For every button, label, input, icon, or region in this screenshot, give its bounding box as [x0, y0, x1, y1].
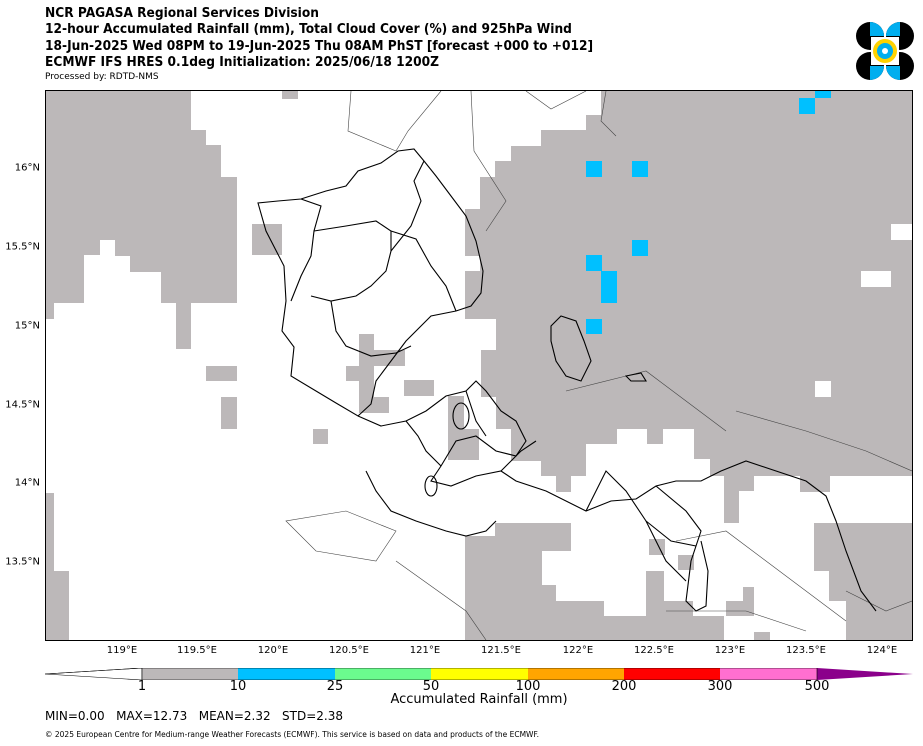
- colorbar: [45, 668, 913, 680]
- x-tick-label: 122°E: [562, 645, 594, 656]
- rain-cells-layer: [586, 91, 831, 334]
- copyright-notice: © 2025 European Centre for Medium-range …: [45, 730, 539, 739]
- x-tick-label: 120.5°E: [329, 645, 369, 656]
- title-line-4: ECMWF IFS HRES 0.1deg Initialization: 20…: [45, 55, 440, 70]
- y-tick-label: 13.5°N: [5, 556, 40, 568]
- x-tick-label: 123°E: [714, 645, 746, 656]
- x-tick-label: 121.5°E: [481, 645, 521, 656]
- x-tick-label: 121°E: [409, 645, 441, 656]
- title-line-2: 12-hour Accumulated Rainfall (mm), Total…: [45, 22, 572, 37]
- y-tick-label: 15.5°N: [5, 241, 40, 253]
- colorbar-level-label: 1: [137, 679, 147, 694]
- province-borders-layer: [257, 148, 877, 612]
- x-tick-label: 122.5°E: [634, 645, 674, 656]
- x-tick-label: 124°E: [866, 645, 898, 656]
- colorbar-level-label: 200: [611, 679, 637, 694]
- colorbar-level-label: 300: [707, 679, 733, 694]
- y-tick-label: 15°N: [14, 320, 40, 332]
- cloud-cover-layer: [46, 91, 912, 640]
- colorbar-level-label: 25: [326, 679, 344, 694]
- rainfall-map: [45, 90, 913, 641]
- colorbar-level-label: 500: [804, 679, 830, 694]
- colorbar-level-label: 10: [229, 679, 247, 694]
- y-tick-label: 16°N: [14, 162, 40, 174]
- colorbar-level-label: 50: [422, 679, 440, 694]
- title-line-1: NCR PAGASA Regional Services Division: [45, 6, 319, 21]
- x-tick-label: 123.5°E: [786, 645, 826, 656]
- cloud-gaps-layer: [739, 224, 912, 523]
- title-line-3: 18-Jun-2025 Wed 08PM to 19-Jun-2025 Thu …: [45, 39, 594, 54]
- y-tick-label: 14.5°N: [5, 399, 40, 411]
- colorbar-title: Accumulated Rainfall (mm): [390, 692, 568, 707]
- colorbar-level-label: 100: [515, 679, 541, 694]
- x-tick-label: 119°E: [106, 645, 138, 656]
- coastline-thin-layer: [285, 91, 912, 640]
- x-tick-label: 119.5°E: [177, 645, 217, 656]
- x-tick-label: 120°E: [257, 645, 289, 656]
- processed-by: Processed by: RDTD-NMS: [45, 72, 159, 82]
- pagasa-logo-icon: [856, 22, 914, 80]
- statistics-line: MIN=0.00 MAX=12.73 MEAN=2.32 STD=2.38: [45, 709, 344, 723]
- y-tick-label: 14°N: [14, 477, 40, 489]
